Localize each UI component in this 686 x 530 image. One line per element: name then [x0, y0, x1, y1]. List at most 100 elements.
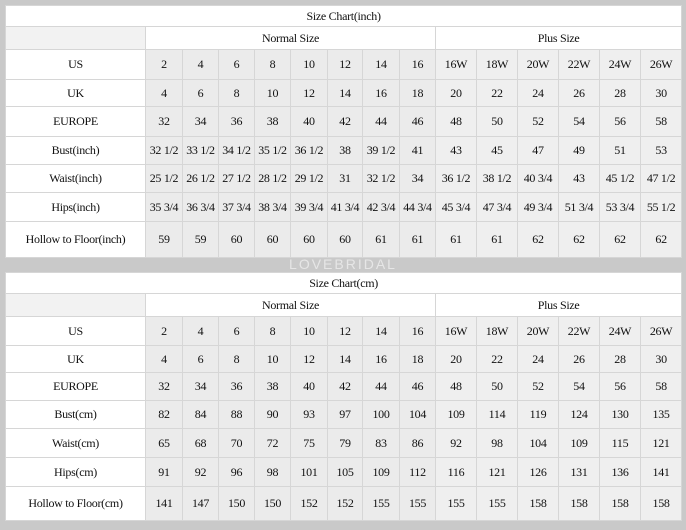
- size-value-cell: 47: [517, 136, 559, 165]
- size-value-cell: 22: [476, 79, 518, 107]
- size-value-cell: 79: [327, 428, 363, 458]
- size-value-cell: 116: [435, 457, 477, 487]
- size-value-cell: 34: [182, 372, 219, 401]
- size-value-cell: 141: [145, 486, 183, 521]
- size-value-cell: 6: [182, 345, 219, 373]
- size-value-cell: 10: [254, 345, 291, 373]
- size-value-cell: 54: [558, 372, 600, 401]
- size-value-cell: 43: [435, 136, 477, 165]
- size-value-cell: 59: [182, 221, 219, 258]
- row-label: Hips(cm): [5, 457, 146, 487]
- size-value-cell: 42: [327, 372, 363, 401]
- size-value-cell: 16: [362, 79, 400, 107]
- size-value-cell: 22W: [558, 316, 600, 346]
- size-value-cell: 26W: [639, 49, 683, 80]
- table-row: Hips(cm) 91 92 96 98 101 105 109 112 116 121 126 131…: [5, 457, 683, 487]
- size-value-cell: 104: [517, 428, 559, 458]
- corner-cell: [5, 293, 146, 317]
- size-value-cell: 150: [254, 486, 291, 521]
- size-value-cell: 61: [362, 221, 400, 258]
- size-value-cell: 109: [435, 400, 477, 429]
- table-row: Bust(cm) 82 84 88 90 93 97 100 104 109 114 119 124 13…: [5, 400, 683, 429]
- plus-size-header: Plus Size: [434, 293, 683, 317]
- size-value-cell: 16: [399, 49, 436, 80]
- size-value-cell: 61: [435, 221, 477, 258]
- watermark: LOVEBRIDAL: [289, 256, 397, 272]
- size-value-cell: 45 3/4: [435, 192, 477, 222]
- size-value-cell: 41 3/4: [327, 192, 363, 222]
- size-value-cell: 56: [599, 372, 641, 401]
- size-value-cell: 61: [399, 221, 436, 258]
- size-value-cell: 12: [327, 49, 363, 80]
- size-value-cell: 91: [145, 457, 183, 487]
- size-value-cell: 62: [599, 221, 641, 258]
- size-chart-cm: Size Chart(cm) Normal Size Plus Size US 2 4…: [4, 272, 683, 521]
- size-value-cell: 48: [435, 106, 477, 137]
- size-value-cell: 6: [218, 49, 255, 80]
- size-value-cell: 6: [182, 79, 219, 107]
- size-value-cell: 68: [182, 428, 219, 458]
- size-value-cell: 36: [218, 372, 255, 401]
- size-value-cell: 53 3/4: [599, 192, 641, 222]
- size-value-cell: 49: [558, 136, 600, 165]
- size-value-cell: 126: [517, 457, 559, 487]
- size-value-cell: 40: [290, 372, 328, 401]
- size-value-cell: 135: [639, 400, 683, 429]
- size-value-cell: 44: [362, 106, 400, 137]
- size-value-cell: 112: [399, 457, 436, 487]
- size-value-cell: 50: [476, 106, 518, 137]
- size-value-cell: 38 1/2: [476, 164, 518, 193]
- size-value-cell: 92: [435, 428, 477, 458]
- size-value-cell: 30: [639, 345, 683, 373]
- size-value-cell: 26: [558, 79, 600, 107]
- corner-cell: [5, 26, 146, 50]
- size-value-cell: 18W: [476, 316, 518, 346]
- size-value-cell: 58: [639, 372, 683, 401]
- size-chart-inch: Size Chart(inch) Normal Size Plus Size US…: [4, 5, 683, 258]
- size-value-cell: 51: [599, 136, 641, 165]
- table-row: Waist(cm) 65 68 70 72 75 79 83 86 92 98 104 109 115 12…: [5, 428, 683, 458]
- row-label: Bust(cm): [5, 400, 146, 429]
- size-value-cell: 33 1/2: [182, 136, 219, 165]
- size-value-cell: 14: [362, 49, 400, 80]
- size-value-cell: 158: [558, 486, 600, 521]
- table-row: UK 4 6 8 10 12 14 16 18 20 22 24 26 28 30: [5, 345, 683, 373]
- size-value-cell: 26: [558, 345, 600, 373]
- table-row: EUROPE 32 34 36 38 40 42 44 46 48 50 52 54 56 58: [5, 106, 683, 137]
- size-value-cell: 121: [476, 457, 518, 487]
- size-value-cell: 141: [639, 457, 683, 487]
- size-value-cell: 32: [145, 106, 183, 137]
- size-value-cell: 155: [362, 486, 400, 521]
- chart-title: Size Chart(cm): [4, 272, 683, 294]
- table-row: US 2 4 6 8 10 12 14 16 16W 18W 20W 22W 24W 26W: [5, 49, 683, 80]
- size-value-cell: 36 1/2: [290, 136, 328, 165]
- size-value-cell: 131: [558, 457, 600, 487]
- size-value-cell: 39 1/2: [362, 136, 400, 165]
- table-row: Waist(inch) 25 1/2 26 1/2 27 1/2 28 1/2 29 1/…: [5, 164, 683, 193]
- normal-size-header: Normal Size: [145, 26, 436, 50]
- row-label: Hollow to Floor(inch): [5, 221, 146, 258]
- size-value-cell: 62: [558, 221, 600, 258]
- size-value-cell: 60: [218, 221, 255, 258]
- size-value-cell: 158: [639, 486, 683, 521]
- size-value-cell: 124: [558, 400, 600, 429]
- size-value-cell: 82: [145, 400, 183, 429]
- size-value-cell: 31: [327, 164, 363, 193]
- size-value-cell: 158: [517, 486, 559, 521]
- size-value-cell: 152: [290, 486, 328, 521]
- size-value-cell: 32: [145, 372, 183, 401]
- size-value-cell: 72: [254, 428, 291, 458]
- size-value-cell: 42 3/4: [362, 192, 400, 222]
- size-value-cell: 50: [476, 372, 518, 401]
- table-row: Hollow to Floor(inch) 59 59 60 60 60 60 61 61 61 6…: [5, 221, 683, 258]
- size-value-cell: 61: [476, 221, 518, 258]
- size-value-cell: 52: [517, 106, 559, 137]
- size-value-cell: 25 1/2: [145, 164, 183, 193]
- size-value-cell: 52: [517, 372, 559, 401]
- size-value-cell: 24: [517, 79, 559, 107]
- size-value-cell: 155: [399, 486, 436, 521]
- size-value-cell: 90: [254, 400, 291, 429]
- size-value-cell: 84: [182, 400, 219, 429]
- size-value-cell: 24W: [599, 316, 641, 346]
- size-value-cell: 30: [639, 79, 683, 107]
